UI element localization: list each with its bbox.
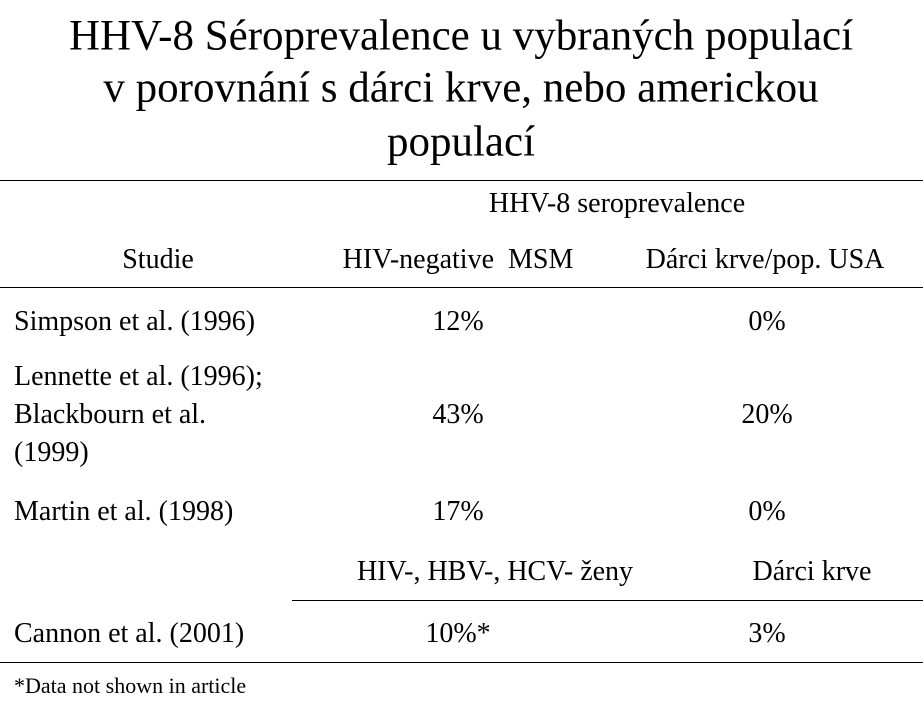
subheader-cell: HIV-, HBV-, HCV- ženy (356, 556, 634, 587)
study-cell: Lennette et al. (1996); Blackbourn et al… (14, 361, 263, 468)
header-cell: HIV-negative MSM (342, 244, 574, 275)
title-line: HHV-8 Séroprevalence u vybraných populac… (68, 12, 854, 60)
title-line: populací (386, 118, 536, 166)
value-cell: 3% (748, 618, 786, 649)
header-cell: Dárci krve/pop. USA (645, 244, 885, 275)
rule (0, 287, 923, 288)
value-cell: 0% (748, 306, 786, 337)
value-cell: 43% (432, 399, 484, 430)
rule (0, 180, 923, 181)
header-cell: Studie (122, 244, 194, 275)
study-cell: Simpson et al. (1996) (14, 306, 256, 337)
title-line: v porovnání s dárci krve, nebo americkou (103, 64, 819, 112)
value-cell: 20% (741, 399, 793, 430)
study-cell: Cannon et al. (2001) (14, 618, 245, 649)
value-cell: 10%* (425, 618, 491, 649)
value-cell: 0% (748, 496, 786, 527)
value-cell: 17% (432, 496, 484, 527)
subheader-cell: Dárci krve (752, 556, 872, 587)
rule (292, 600, 923, 601)
study-cell: Martin et al. (1998) (14, 496, 234, 527)
value-cell: 12% (432, 306, 484, 337)
rule (0, 662, 923, 663)
footnote: *Data not shown in article (14, 673, 247, 698)
group-header: HHV-8 seroprevalence (488, 188, 746, 219)
